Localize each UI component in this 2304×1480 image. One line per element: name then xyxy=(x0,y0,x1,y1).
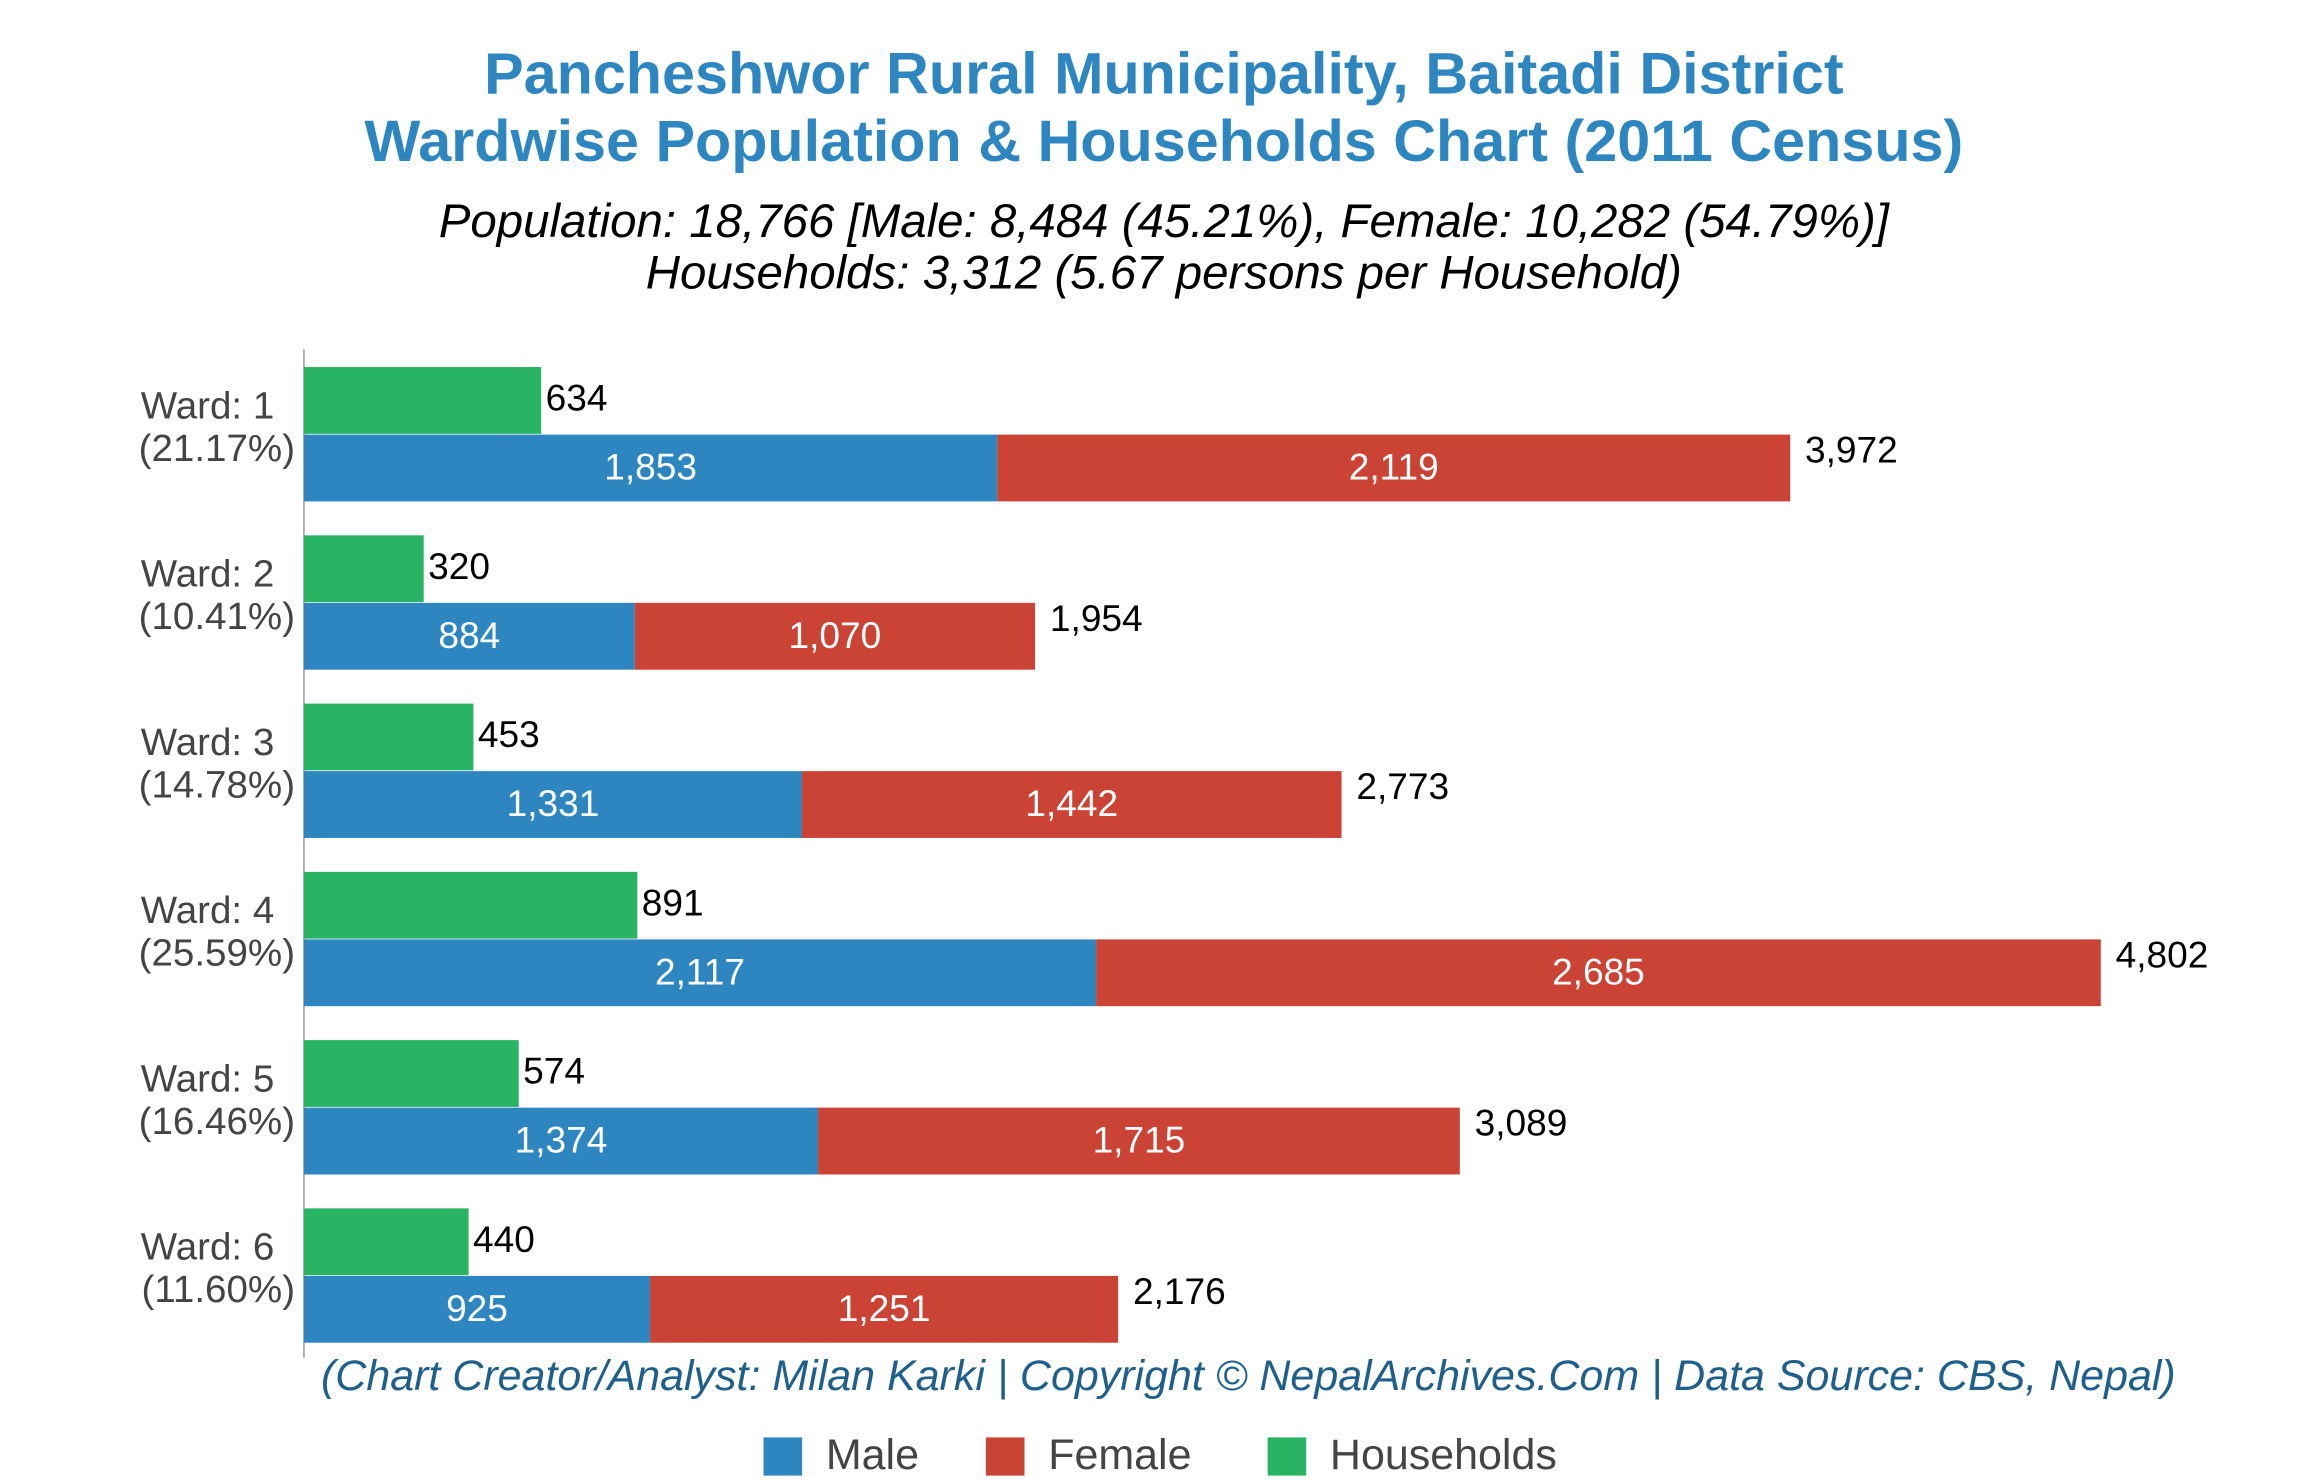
bar xyxy=(303,703,474,771)
bar xyxy=(303,1040,519,1107)
y-tick-label: (10.41%) xyxy=(139,595,295,638)
bar xyxy=(303,1107,819,1175)
legend-label: Male xyxy=(826,1431,919,1479)
legend-swatch xyxy=(985,1437,1025,1476)
bar xyxy=(303,602,635,670)
y-tick-label: Ward: 3 xyxy=(141,721,275,764)
footer-note: (Chart Creator/Analyst: Milan Karki | Co… xyxy=(321,1352,2176,1400)
legend-label: Female xyxy=(1048,1431,1191,1479)
total-label: 1,954 xyxy=(1050,598,1143,639)
bar xyxy=(1096,939,2101,1007)
data-label: 1,442 xyxy=(1025,783,1118,824)
bar xyxy=(303,434,998,502)
data-label: 453 xyxy=(478,714,540,755)
chart-title: Wardwise Population & Households Chart (… xyxy=(364,108,1963,174)
y-tick-label: (14.78%) xyxy=(139,764,295,807)
data-label: 440 xyxy=(473,1219,535,1260)
data-label: 320 xyxy=(428,546,490,587)
y-tick-label: Ward: 5 xyxy=(141,1057,275,1100)
total-label: 2,773 xyxy=(1356,766,1449,807)
data-label: 1,715 xyxy=(1093,1120,1186,1161)
data-label: 1,070 xyxy=(789,615,882,656)
data-label: 1,251 xyxy=(838,1288,931,1329)
total-label: 3,089 xyxy=(1475,1103,1568,1144)
y-tick-label: Ward: 1 xyxy=(141,384,275,427)
data-label: 1,374 xyxy=(515,1120,608,1161)
chart-title: Pancheshwor Rural Municipality, Baitadi … xyxy=(484,41,1843,107)
legend-label: Households xyxy=(1330,1431,1557,1479)
bar xyxy=(303,771,802,838)
y-tick-label: (16.46%) xyxy=(139,1100,295,1143)
data-label: 2,117 xyxy=(655,951,745,992)
data-label: 634 xyxy=(546,378,608,419)
data-label: 1,853 xyxy=(604,447,697,488)
data-label: 891 xyxy=(642,882,704,923)
legend-swatch xyxy=(1267,1437,1307,1476)
legend-swatch xyxy=(763,1437,803,1476)
y-tick-label: (25.59%) xyxy=(139,932,295,975)
y-tick-label: Ward: 6 xyxy=(141,1226,275,1269)
total-label: 4,802 xyxy=(2116,935,2209,976)
bar xyxy=(303,939,1097,1007)
bar xyxy=(818,1107,1460,1175)
y-tick-label: (11.60%) xyxy=(141,1268,295,1311)
chart-subtitle: Population: 18,766 [Male: 8,484 (45.21%)… xyxy=(439,195,1891,248)
y-tick-label: (21.17%) xyxy=(139,427,295,470)
data-label: 884 xyxy=(438,615,500,656)
data-label: 2,685 xyxy=(1552,951,1645,992)
total-label: 3,972 xyxy=(1805,430,1898,471)
data-label: 574 xyxy=(523,1051,585,1092)
data-label: 1,331 xyxy=(507,783,600,824)
bar xyxy=(303,367,542,434)
bar xyxy=(801,771,1342,838)
bar xyxy=(303,1208,469,1276)
data-label: 2,119 xyxy=(1349,447,1439,488)
total-label: 2,176 xyxy=(1133,1271,1226,1312)
bar xyxy=(303,1275,651,1343)
bar xyxy=(634,602,1036,670)
bar xyxy=(997,434,1791,502)
bar xyxy=(303,535,424,603)
chart-subtitle: Households: 3,312 (5.67 persons per Hous… xyxy=(646,247,1682,300)
y-tick-label: Ward: 4 xyxy=(141,889,275,932)
data-label: 925 xyxy=(446,1288,508,1329)
y-tick-label: Ward: 2 xyxy=(141,553,275,596)
bar xyxy=(303,871,638,939)
bar xyxy=(650,1275,1119,1343)
